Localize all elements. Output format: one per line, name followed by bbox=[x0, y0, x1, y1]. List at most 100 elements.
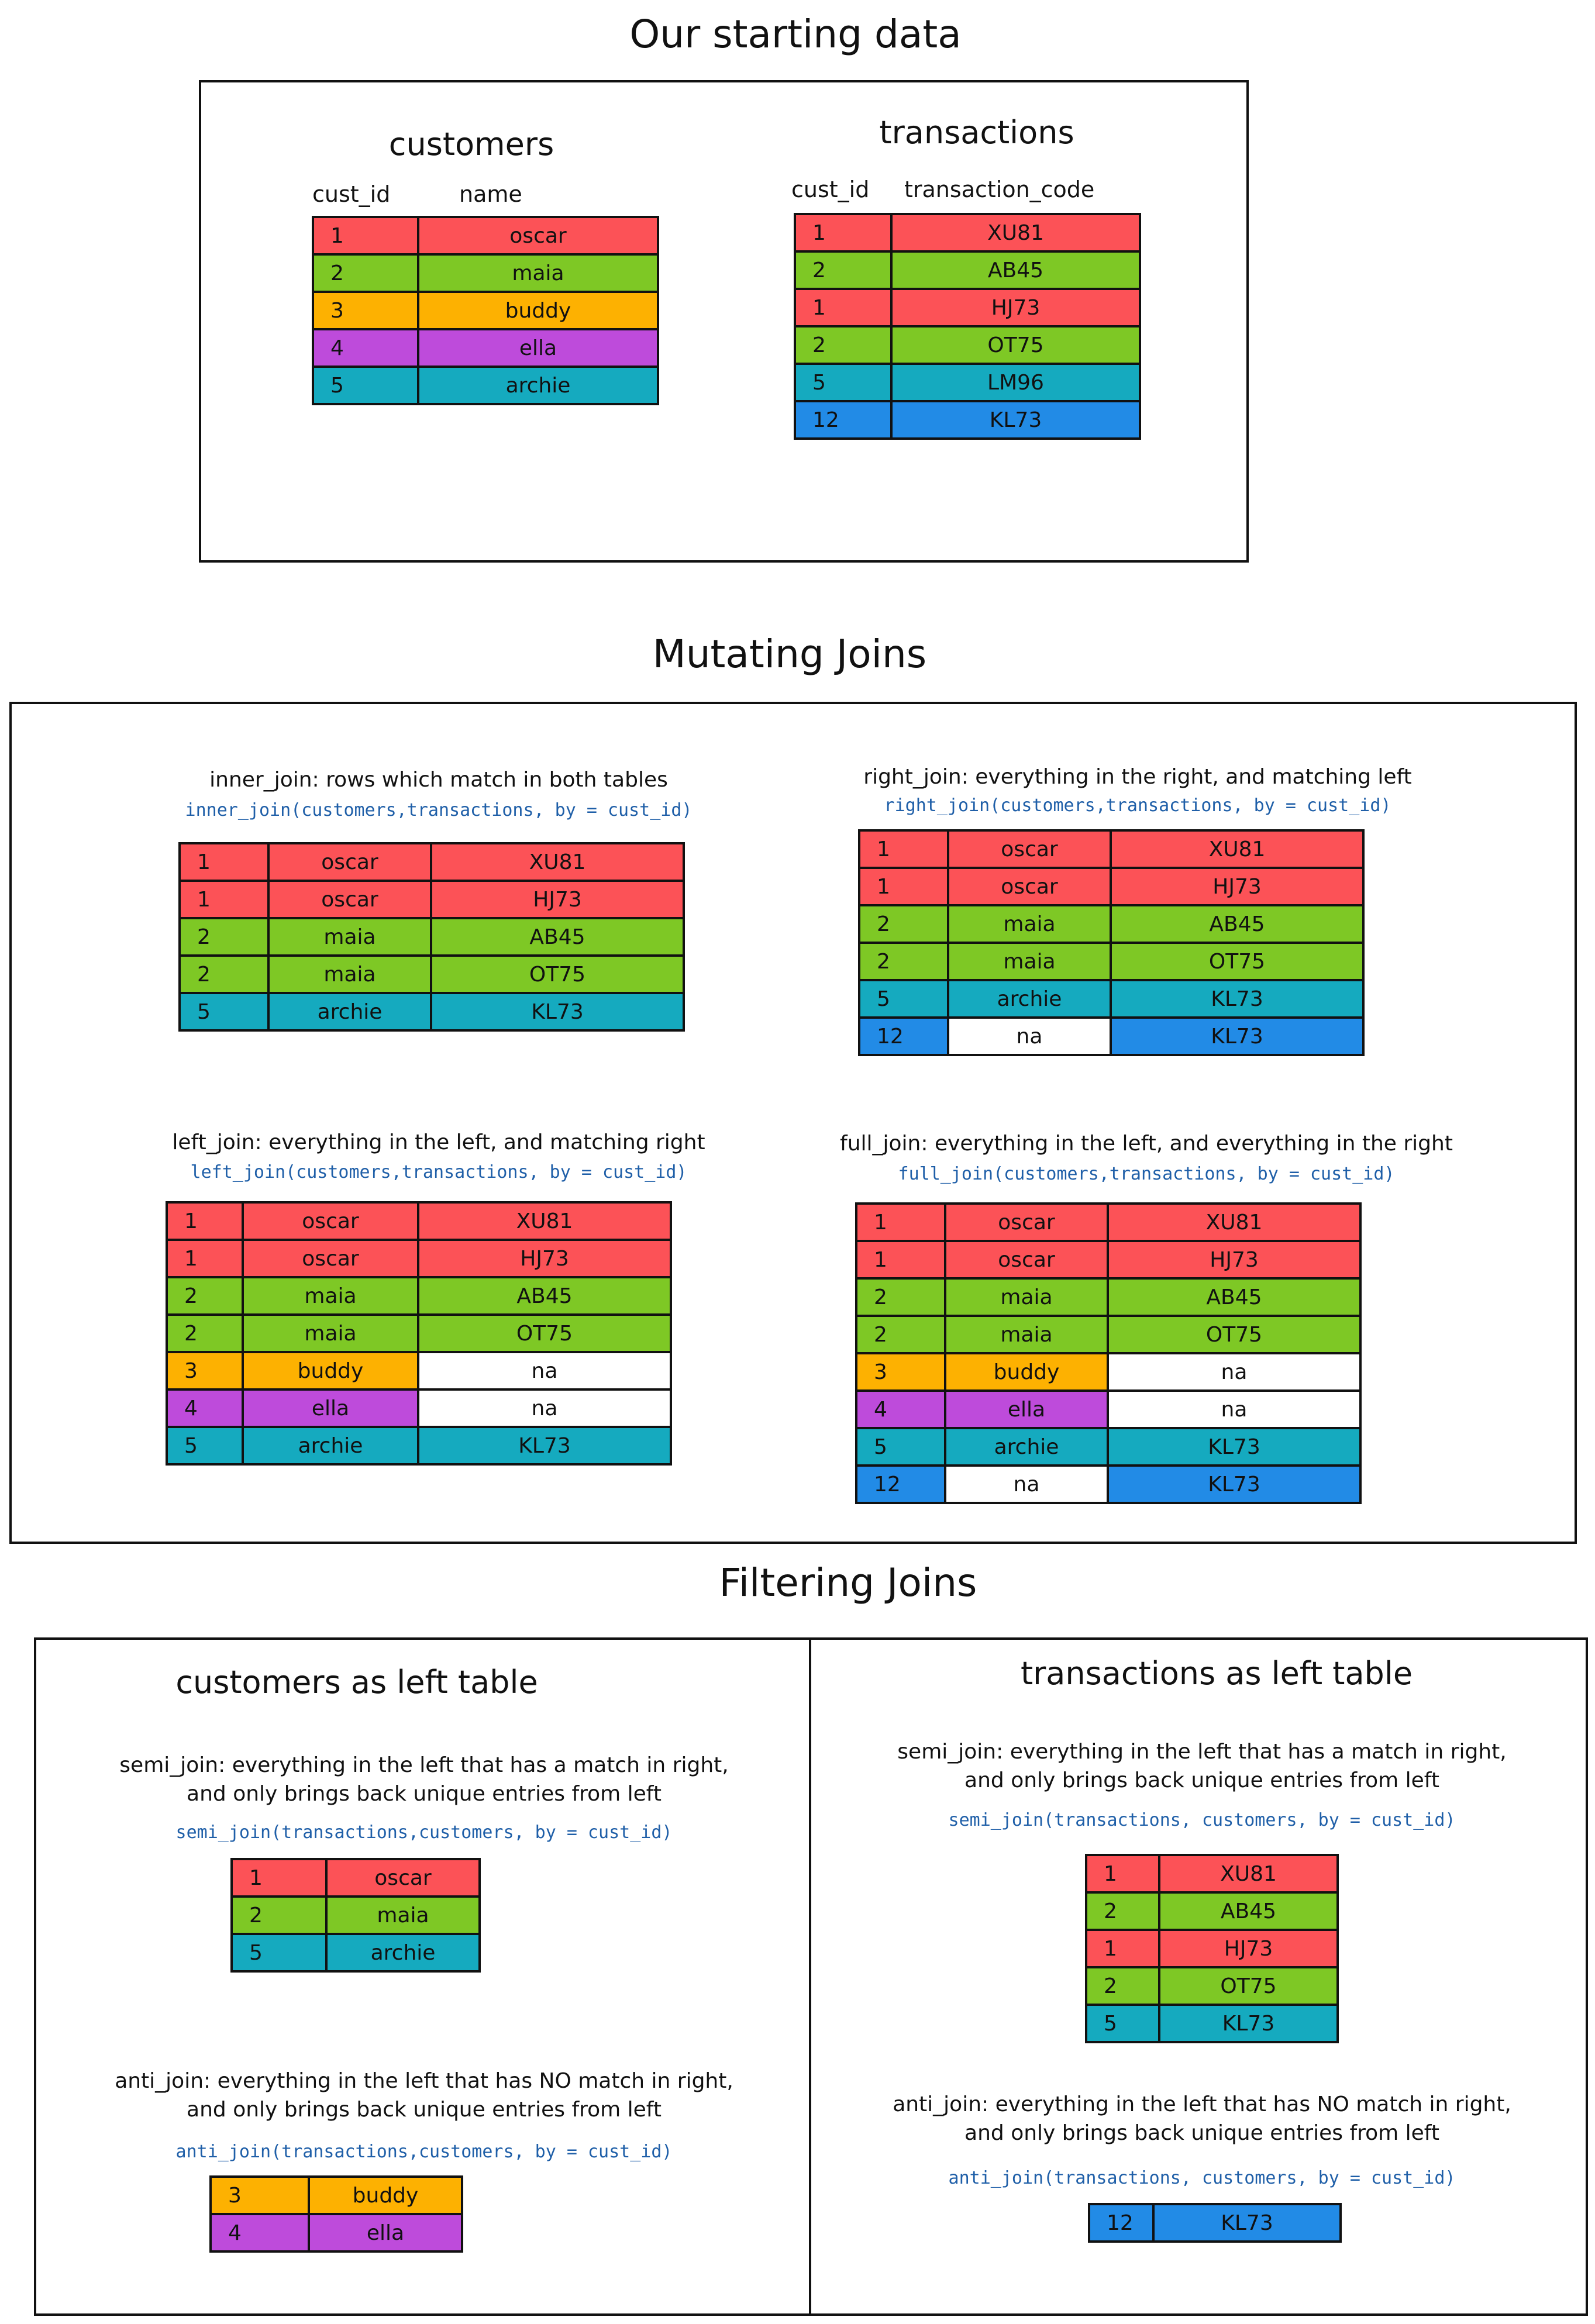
table-cell: 1 bbox=[794, 213, 893, 253]
table-cell: na bbox=[417, 1388, 672, 1428]
table-cell: 1 bbox=[312, 216, 419, 256]
table-cell: oscar bbox=[944, 1240, 1109, 1280]
table-cell: HJ73 bbox=[1107, 1240, 1362, 1280]
customers-header-name: name bbox=[459, 181, 522, 207]
inner-join-code: inner_join(customers,transactions, by = … bbox=[185, 800, 693, 820]
customers-semi-code: semi_join(transactions,customers, by = c… bbox=[175, 1822, 673, 1843]
inner-join-table: 1 oscar XU81 1 oscar HJ73 2 maia AB45 2 maia OT75 5 a… bbox=[178, 842, 685, 1032]
table-cell: oscar bbox=[325, 1858, 481, 1898]
table-cell: oscar bbox=[947, 867, 1112, 906]
table-cell: 2 bbox=[166, 1276, 244, 1316]
table-cell: 3 bbox=[855, 1352, 946, 1392]
customers-semi-table: 1 oscar 2 maia 5 archie bbox=[230, 1858, 481, 1973]
table-cell: 5 bbox=[166, 1426, 244, 1466]
table-cell: 2 bbox=[230, 1895, 328, 1935]
table-row: 2 maia AB45 bbox=[166, 1276, 672, 1316]
table-cell: HJ73 bbox=[417, 1239, 672, 1278]
table-cell: 1 bbox=[166, 1201, 244, 1241]
table-cell: archie bbox=[325, 1933, 481, 1973]
table-cell: maia bbox=[242, 1276, 419, 1316]
table-row: 2 maia AB45 bbox=[855, 1277, 1362, 1317]
table-cell: KL73 bbox=[430, 992, 685, 1032]
table-cell: 2 bbox=[1085, 1966, 1160, 2006]
table-cell: OT75 bbox=[1110, 942, 1365, 981]
table-cell: maia bbox=[417, 253, 659, 293]
table-cell: OT75 bbox=[890, 325, 1141, 365]
table-cell: 2 bbox=[1085, 1891, 1160, 1931]
customers-anti-table: 3 buddy 4 ella bbox=[209, 2175, 463, 2253]
table-cell: OT75 bbox=[430, 954, 685, 994]
table-row: 1 oscar HJ73 bbox=[178, 880, 685, 919]
table-cell: oscar bbox=[944, 1202, 1109, 1242]
table-cell: ella bbox=[417, 328, 659, 368]
table-row: 1 oscar XU81 bbox=[858, 829, 1365, 869]
table-cell: AB45 bbox=[430, 917, 685, 957]
table-row: 1 XU81 bbox=[1085, 1854, 1339, 1894]
table-cell: 3 bbox=[312, 291, 419, 330]
table-cell: 5 bbox=[794, 363, 893, 402]
table-cell: 1 bbox=[858, 867, 949, 906]
table-cell: ella bbox=[308, 2213, 463, 2253]
table-row: 3 buddy na bbox=[166, 1351, 672, 1391]
table-row: 12 KL73 bbox=[794, 400, 1141, 440]
table-cell: 1 bbox=[1085, 1929, 1160, 1968]
table-cell: buddy bbox=[944, 1352, 1109, 1392]
table-row: 2 maia OT75 bbox=[166, 1313, 672, 1353]
table-cell: maia bbox=[944, 1277, 1109, 1317]
table-row: 12 KL73 bbox=[1088, 2203, 1342, 2243]
table-cell: KL73 bbox=[1152, 2203, 1342, 2243]
right-join-code: right_join(customers,transactions, by = … bbox=[884, 795, 1391, 816]
table-cell: XU81 bbox=[1158, 1854, 1339, 1894]
table-cell: buddy bbox=[242, 1351, 419, 1391]
starting-data-title: Our starting data bbox=[629, 12, 962, 57]
starting-data-box bbox=[199, 80, 1249, 563]
table-row: 5 KL73 bbox=[1085, 2004, 1339, 2043]
table-cell: HJ73 bbox=[430, 880, 685, 919]
table-row: 2 AB45 bbox=[1085, 1891, 1339, 1931]
customers-left-title: customers as left table bbox=[175, 1664, 538, 1701]
table-cell: 2 bbox=[178, 954, 270, 994]
table-row: 4 ella na bbox=[855, 1389, 1362, 1429]
table-row: 1 oscar XU81 bbox=[855, 1202, 1362, 1242]
table-cell: OT75 bbox=[417, 1313, 672, 1353]
table-cell: 1 bbox=[230, 1858, 328, 1898]
transactions-header-cust-id: cust_id bbox=[791, 177, 870, 202]
table-cell: AB45 bbox=[417, 1276, 672, 1316]
table-row: 1 XU81 bbox=[794, 213, 1141, 253]
customers-anti-caption: anti_join: everything in the left that h… bbox=[115, 2069, 733, 2122]
table-cell: 5 bbox=[178, 992, 270, 1032]
table-cell: KL73 bbox=[1158, 2004, 1339, 2043]
full-join-table: 1 oscar XU81 1 oscar HJ73 2 maia AB45 2 maia OT75 3 b… bbox=[855, 1202, 1362, 1504]
table-cell: archie bbox=[417, 366, 659, 405]
filtering-joins-title: Filtering Joins bbox=[719, 1560, 977, 1605]
table-cell: archie bbox=[947, 979, 1112, 1019]
transactions-semi-table: 1 XU81 2 AB45 1 HJ73 2 OT75 5 KL73 bbox=[1085, 1854, 1339, 2043]
table-row: 4 ella bbox=[312, 328, 659, 368]
table-cell: 2 bbox=[855, 1277, 946, 1317]
table-cell: 3 bbox=[166, 1351, 244, 1391]
table-cell: LM96 bbox=[890, 363, 1141, 402]
table-cell: 1 bbox=[1085, 1854, 1160, 1894]
table-cell: XU81 bbox=[417, 1201, 672, 1241]
table-cell: oscar bbox=[242, 1201, 419, 1241]
table-cell: KL73 bbox=[1107, 1464, 1362, 1504]
transactions-left-title: transactions as left table bbox=[1020, 1655, 1413, 1692]
table-cell: 3 bbox=[209, 2175, 310, 2215]
table-row: 5 archie KL73 bbox=[858, 979, 1365, 1019]
table-cell: archie bbox=[944, 1427, 1109, 1467]
table-cell: OT75 bbox=[1158, 1966, 1339, 2006]
table-cell: 1 bbox=[166, 1239, 244, 1278]
table-cell: 2 bbox=[858, 942, 949, 981]
customers-header-cust-id: cust_id bbox=[312, 181, 391, 207]
table-row: 2 OT75 bbox=[1085, 1966, 1339, 2006]
transactions-anti-table: 12 KL73 bbox=[1088, 2203, 1342, 2243]
table-row: 3 buddy na bbox=[855, 1352, 1362, 1392]
table-cell: 2 bbox=[178, 917, 270, 957]
transactions-title: transactions bbox=[879, 114, 1074, 151]
table-cell: 4 bbox=[209, 2213, 310, 2253]
table-row: 1 oscar HJ73 bbox=[166, 1239, 672, 1278]
table-cell: maia bbox=[947, 942, 1112, 981]
left-join-caption: left_join: everything in the left, and m… bbox=[172, 1130, 705, 1154]
table-cell: 5 bbox=[312, 366, 419, 405]
table-cell: maia bbox=[947, 904, 1112, 944]
